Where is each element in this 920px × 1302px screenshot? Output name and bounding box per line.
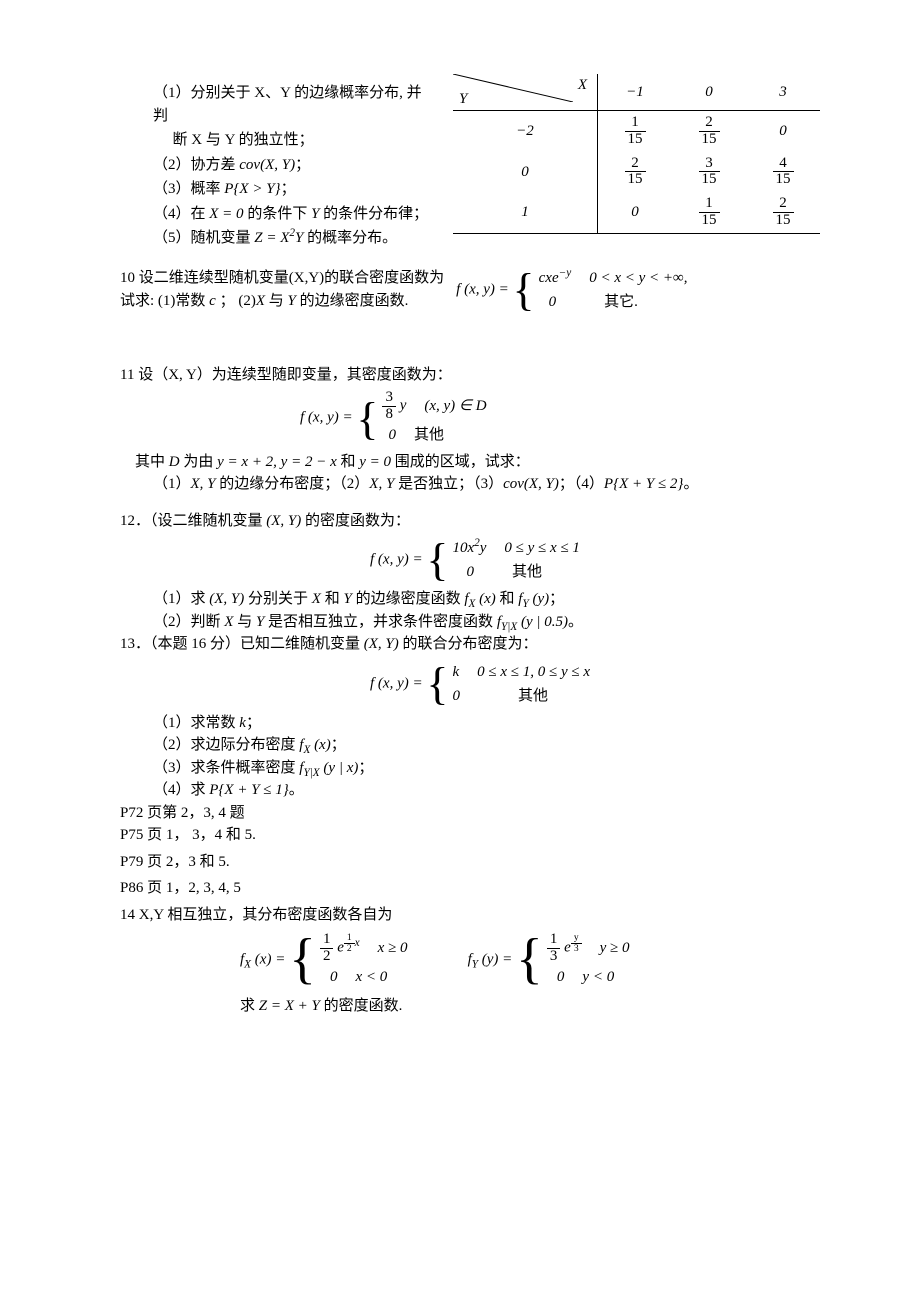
question-14: 14 X,Y 相互独立，其分布密度函数各自为 fX (x) = { 12 e12… [120,904,820,1018]
table-diag-header: X Y [453,74,598,111]
joint-distribution-table: X Y −1 0 3 −2 115 215 0 0 215 315 415 1 … [453,74,820,234]
y-row-0: −2 [453,111,598,152]
q14-equations: fX (x) = { 12 e12x x ≥ 0 0x < 0 fY (y) =… [120,932,820,989]
q9-sub2: （2）协方差 cov(X, Y)； [120,154,433,177]
q11-lead: 11 设（X, Y）为连续型随即变量，其密度函数为： [120,364,820,387]
question-12: 12．（设二维随机变量 (X, Y) 的密度函数为： f (x, y) = { … [120,510,820,634]
q12-sub1: （1）求 (X, Y) 分别关于 X 和 Y 的边缘密度函数 fX (x) 和 … [120,588,820,611]
table-row: 1 0 115 215 [453,192,820,233]
q11-equation: f (x, y) = { 38 y(x, y) ∈ D 0其他 [120,390,820,447]
table-x-label: X [578,74,587,97]
q12-sub2: （2）判断 X 与 Y 是否相互独立，并求条件密度函数 fY|X (y | 0.… [120,611,820,634]
question-11: 11 设（X, Y）为连续型随即变量，其密度函数为： f (x, y) = { … [120,364,820,496]
question-13: 13．（本题 16 分）已知二维随机变量 (X, Y) 的联合分布密度为： f … [120,633,820,802]
ref1: P72 页第 2，3, 4 题 [120,802,820,825]
question-10: 10 设二维连续型随机变量(X,Y)的联合密度函数为 试求: (1)常数 c ；… [120,266,820,314]
y-row-1: 0 [453,152,598,193]
page-refs: P72 页第 2，3, 4 题 P75 页 1， 3，4 和 5. P79 页 … [120,802,820,900]
table-row: 0 215 315 415 [453,152,820,193]
q9-sub3: （3）概率 P{X > Y}； [120,178,433,201]
q13-sub4: （4）求 P{X + Y ≤ 1}。 [120,779,820,802]
q11-region: 其中 D 为由 y = x + 2, y = 2 − x 和 y = 0 围成的… [120,451,820,474]
q14-lead: 14 X,Y 相互独立，其分布密度函数各自为 [120,904,820,927]
ref3: P79 页 2，3 和 5. [120,851,820,874]
q14-tail: 求 Z = X + Y 的密度函数. [120,995,820,1018]
q10-text-a: 10 设二维连续型随机变量(X,Y)的联合密度函数为 [120,267,444,290]
table-y-label: Y [459,88,467,111]
x-col-2: 3 [746,74,820,111]
question-9: （1）分别关于 X、Y 的边缘概率分布, 并判 断 X 与 Y 的独立性； （2… [120,80,820,252]
q9-sub4: （4）在 X = 0 的条件下 Y 的条件分布律； [120,203,433,226]
q9-subquestions: （1）分别关于 X、Y 的边缘概率分布, 并判 断 X 与 Y 的独立性； （2… [120,80,433,252]
q10-text-b: 试求: (1)常数 c ； (2)X 与 Y 的边缘密度函数. [120,290,444,313]
q13-sub1: （1）求常数 k； [120,712,820,735]
q10-equation: f (x, y) = { cxe−y0 < x < y < +∞, 0其它. [456,266,687,314]
q13-equation: f (x, y) = { k0 ≤ x ≤ 1, 0 ≤ y ≤ x 0其他 [120,660,820,708]
q13-lead: 13．（本题 16 分）已知二维随机变量 (X, Y) 的联合分布密度为： [120,633,820,656]
x-col-1: 0 [672,74,746,111]
q13-sub3: （3）求条件概率密度 fY|X (y | x)； [120,757,820,780]
ref4: P86 页 1，2, 3, 4, 5 [120,877,820,900]
y-row-2: 1 [453,192,598,233]
q11-subs: （1）X, Y 的边缘分布密度；（2）X, Y 是否独立；（3）cov(X, Y… [120,473,820,496]
q12-equation: f (x, y) = { 10x2y0 ≤ y ≤ x ≤ 1 0其他 [120,536,820,584]
table-row: −2 115 215 0 [453,111,820,152]
q9-sub1: （1）分别关于 X、Y 的边缘概率分布, 并判 [120,82,433,127]
q9-sub1b: 断 X 与 Y 的独立性； [120,129,433,152]
ref2: P75 页 1， 3，4 和 5. [120,824,820,847]
q13-sub2: （2）求边际分布密度 fX (x)； [120,734,820,757]
q12-lead: 12．（设二维随机变量 (X, Y) 的密度函数为： [120,510,820,533]
x-col-0: −1 [598,74,673,111]
q9-sub5: （5）随机变量 Z = X2Y 的概率分布。 [120,227,433,250]
